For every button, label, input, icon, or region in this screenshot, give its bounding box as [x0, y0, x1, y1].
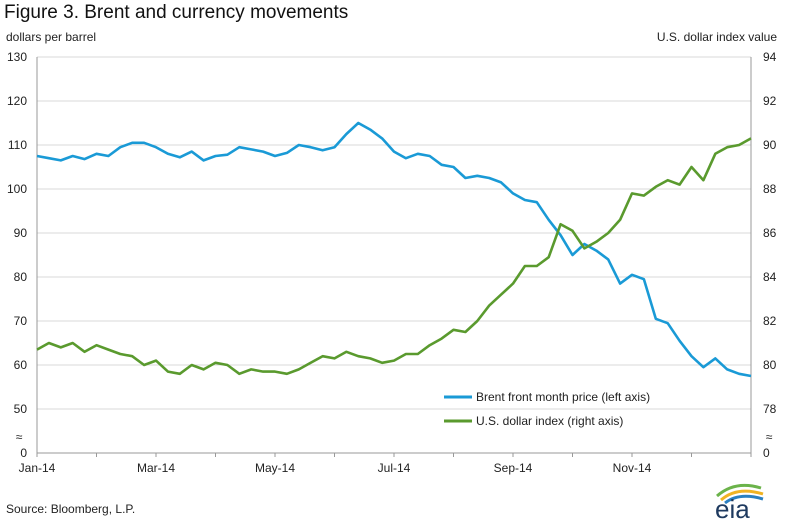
left-tick-label: 80	[14, 270, 28, 284]
right-tick-label: 78	[763, 402, 777, 416]
right-axis-break: ≈	[766, 430, 773, 444]
source-note: Source: Bloomberg, L.P.	[6, 502, 136, 516]
right-tick-label: 86	[763, 226, 777, 240]
right-axis-unit-label: U.S. dollar index value	[656, 30, 777, 44]
legend-label: Brent front month price (left axis)	[476, 390, 650, 404]
usd-index-line	[36, 137, 752, 376]
right-tick-label: 90	[763, 138, 777, 152]
eia-logo: eia	[705, 478, 771, 524]
left-tick-label: 120	[7, 94, 27, 108]
x-tick-label: Sep-14	[494, 461, 533, 475]
right-tick-label: 92	[763, 94, 777, 108]
left-tick-label: 100	[7, 182, 27, 196]
left-tick-label: 70	[14, 314, 28, 328]
right-tick-label: 0	[763, 446, 770, 460]
right-tick-label: 82	[763, 314, 777, 328]
eia-logo-text: eia	[715, 494, 750, 524]
right-tick-label: 94	[763, 50, 777, 64]
right-tick-label: 88	[763, 182, 777, 196]
left-tick-label: 90	[14, 226, 28, 240]
right-tick-label: 80	[763, 358, 777, 372]
chart-title: Figure 3. Brent and currency movements	[4, 2, 349, 23]
left-tick-label: 50	[14, 402, 28, 416]
left-tick-label: 0	[20, 446, 27, 460]
legend-label: U.S. dollar index (right axis)	[476, 414, 623, 428]
eia-logo-graphic	[716, 483, 764, 505]
x-tick-label: Jul-14	[378, 461, 411, 475]
brent-price-line	[36, 121, 752, 378]
left-tick-label: 60	[14, 358, 28, 372]
x-tick-label: May-14	[255, 461, 295, 475]
right-tick-label: 84	[763, 270, 777, 284]
x-tick-label: Mar-14	[137, 461, 175, 475]
left-axis-break: ≈	[16, 430, 23, 444]
left-tick-label: 110	[8, 138, 27, 152]
x-tick-label: Jan-14	[19, 461, 56, 475]
x-tick-label: Nov-14	[613, 461, 652, 475]
left-axis-unit-label: dollars per barrel	[6, 30, 97, 44]
left-tick-label: 130	[7, 50, 27, 64]
